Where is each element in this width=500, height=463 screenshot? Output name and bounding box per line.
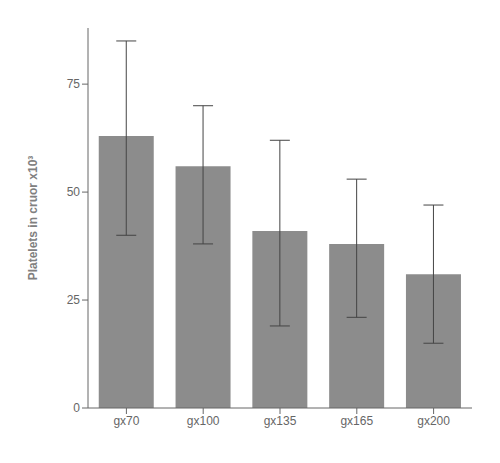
svg-text:50: 50 <box>67 185 81 199</box>
svg-text:gx200: gx200 <box>417 414 450 428</box>
svg-text:gx165: gx165 <box>340 414 373 428</box>
svg-text:0: 0 <box>73 401 80 415</box>
svg-text:25: 25 <box>67 293 81 307</box>
svg-text:gx70: gx70 <box>113 414 139 428</box>
svg-text:gx135: gx135 <box>264 414 297 428</box>
svg-text:75: 75 <box>67 77 81 91</box>
svg-text:gx100: gx100 <box>187 414 220 428</box>
svg-text:Platelets in cruor x10³: Platelets in cruor x10³ <box>26 156 40 281</box>
